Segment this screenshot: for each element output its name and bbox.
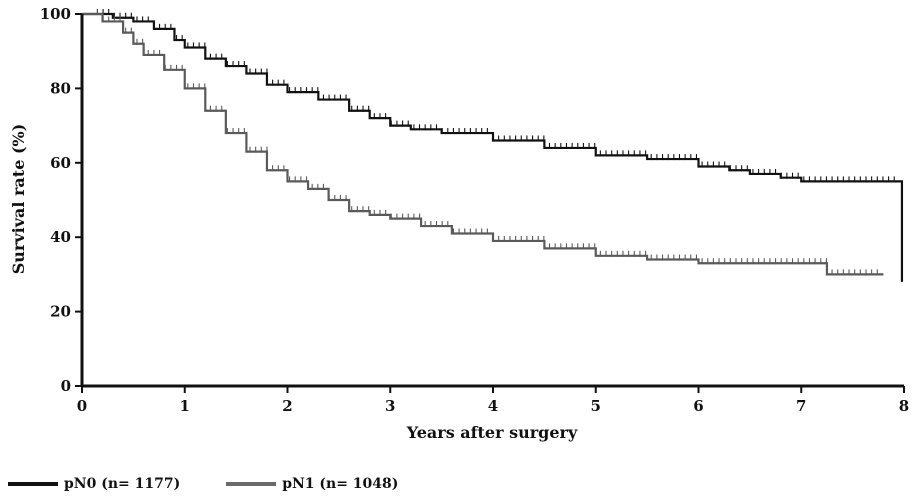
y-tick-label: 20 xyxy=(50,303,71,321)
series-line-pn1 xyxy=(82,12,884,276)
y-axis-title: Survival rate (%) xyxy=(9,124,28,275)
survival-chart: 0 20 40 60 80 100 0 1 2 3 4 5 6 7 8 Years after surge… xyxy=(9,5,909,442)
legend-label-pn1: pN1 (n= 1048) xyxy=(282,476,399,492)
legend-label-pn0: pN0 (n= 1177) xyxy=(64,476,181,492)
y-tick-label: 60 xyxy=(50,154,71,172)
y-tick-label: 40 xyxy=(50,228,71,246)
x-ticks: 0 1 2 3 4 5 6 7 8 xyxy=(77,386,909,415)
x-tick-label: 6 xyxy=(693,397,703,415)
y-tick-label: 80 xyxy=(50,79,71,97)
x-tick-label: 2 xyxy=(282,397,292,415)
legend-swatch-pn1 xyxy=(226,482,277,486)
x-tick-label: 4 xyxy=(488,397,498,415)
legend-item-pn0: pN0 (n= 1177) xyxy=(8,476,180,492)
legend-item-pn1: pN1 (n= 1048) xyxy=(226,476,398,492)
x-tick-label: 0 xyxy=(77,397,87,415)
x-tick-label: 8 xyxy=(899,397,909,415)
x-tick-label: 1 xyxy=(180,397,190,415)
legend-swatch-pn0 xyxy=(8,482,58,486)
y-tick-label: 0 xyxy=(61,377,71,395)
y-tick-label: 100 xyxy=(40,5,71,23)
legend: pN0 (n= 1177) pN1 (n= 1048) xyxy=(8,474,444,494)
plot-marks xyxy=(82,9,904,282)
y-ticks: 0 20 40 60 80 100 xyxy=(40,5,82,395)
x-tick-label: 3 xyxy=(385,397,395,415)
x-tick-label: 7 xyxy=(796,397,806,415)
x-tick-label: 5 xyxy=(591,397,601,415)
x-axis-title: Years after surgery xyxy=(406,423,578,442)
